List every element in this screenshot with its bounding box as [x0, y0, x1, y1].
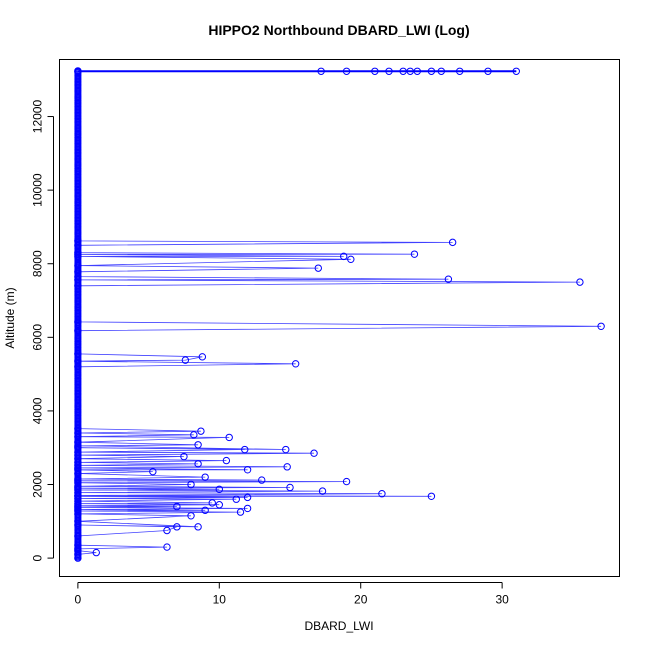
data-point	[286, 483, 294, 492]
data-point	[232, 495, 240, 503]
series-line	[77, 70, 602, 559]
y-axis: 0 2000 4000 6000 8000 10000 12000	[31, 100, 54, 561]
data-point	[385, 67, 393, 75]
y-tick-label: 8000	[31, 250, 45, 277]
data-point	[243, 493, 252, 502]
data-point	[410, 250, 419, 258]
data-point	[243, 466, 252, 474]
x-tick-label: 30	[495, 593, 509, 607]
data-point	[173, 523, 181, 531]
y-axis-label: Altitude (m)	[3, 287, 17, 348]
data-point	[576, 278, 584, 286]
data-point	[310, 449, 318, 457]
series-layer	[77, 70, 602, 559]
data-point	[342, 477, 351, 486]
data-point	[201, 506, 209, 514]
y-tick-label: 0	[31, 554, 45, 561]
chart-title: HIPPO2 Northbound DBARD_LWI (Log)	[208, 22, 469, 38]
data-point	[163, 543, 171, 551]
data-point	[243, 504, 252, 513]
x-tick-label: 20	[354, 593, 368, 607]
data-point	[149, 467, 157, 476]
data-point	[282, 445, 290, 454]
x-axis-label: DBARD_LWI	[304, 619, 373, 633]
data-point	[484, 67, 492, 75]
data-point	[378, 490, 386, 498]
data-point	[208, 499, 216, 507]
data-point	[215, 501, 223, 509]
data-point	[236, 508, 245, 516]
data-point	[399, 67, 407, 75]
x-tick-label: 0	[75, 593, 82, 607]
data-point	[258, 476, 266, 484]
data-point	[283, 463, 291, 471]
data-point	[413, 67, 421, 75]
data-point	[163, 526, 171, 535]
data-point	[448, 238, 457, 247]
data-point	[371, 67, 379, 75]
data-point	[187, 480, 195, 489]
y-tick-label: 6000	[31, 324, 45, 351]
data-point	[92, 548, 100, 557]
data-point	[201, 473, 209, 481]
data-point	[512, 67, 520, 75]
data-point	[181, 356, 190, 364]
points-layer	[74, 67, 605, 562]
y-tick-label: 4000	[31, 397, 45, 424]
data-point	[444, 275, 453, 283]
x-axis: 0 10 20 30	[75, 582, 509, 607]
data-point	[427, 67, 436, 75]
y-tick-label: 2000	[31, 471, 45, 498]
data-point	[173, 502, 181, 511]
plot-frame	[59, 59, 620, 577]
baseline-layer	[74, 67, 82, 562]
data-point	[197, 427, 205, 435]
x-tick-label: 10	[213, 593, 227, 607]
data-point	[340, 252, 348, 261]
data-point	[187, 512, 195, 520]
data-point	[347, 255, 355, 264]
data-point	[194, 441, 202, 449]
data-point	[198, 353, 207, 361]
data-point	[180, 452, 188, 461]
data-point	[291, 360, 300, 368]
data-point	[241, 445, 249, 454]
data-point	[318, 487, 327, 495]
data-point	[190, 431, 198, 439]
data-point	[317, 67, 325, 75]
data-point	[342, 67, 351, 75]
data-point	[215, 485, 223, 493]
data-point	[406, 67, 414, 75]
data-point	[222, 456, 231, 465]
data-point	[194, 523, 202, 531]
data-point	[74, 67, 82, 75]
data-point	[194, 460, 202, 468]
data-point	[225, 433, 233, 442]
data-point	[456, 67, 464, 75]
data-point	[597, 322, 605, 330]
y-tick-label: 10000	[31, 173, 45, 207]
data-point	[437, 67, 446, 75]
data-point	[427, 492, 436, 500]
data-point	[314, 264, 322, 272]
y-tick-label: 12000	[31, 100, 45, 134]
